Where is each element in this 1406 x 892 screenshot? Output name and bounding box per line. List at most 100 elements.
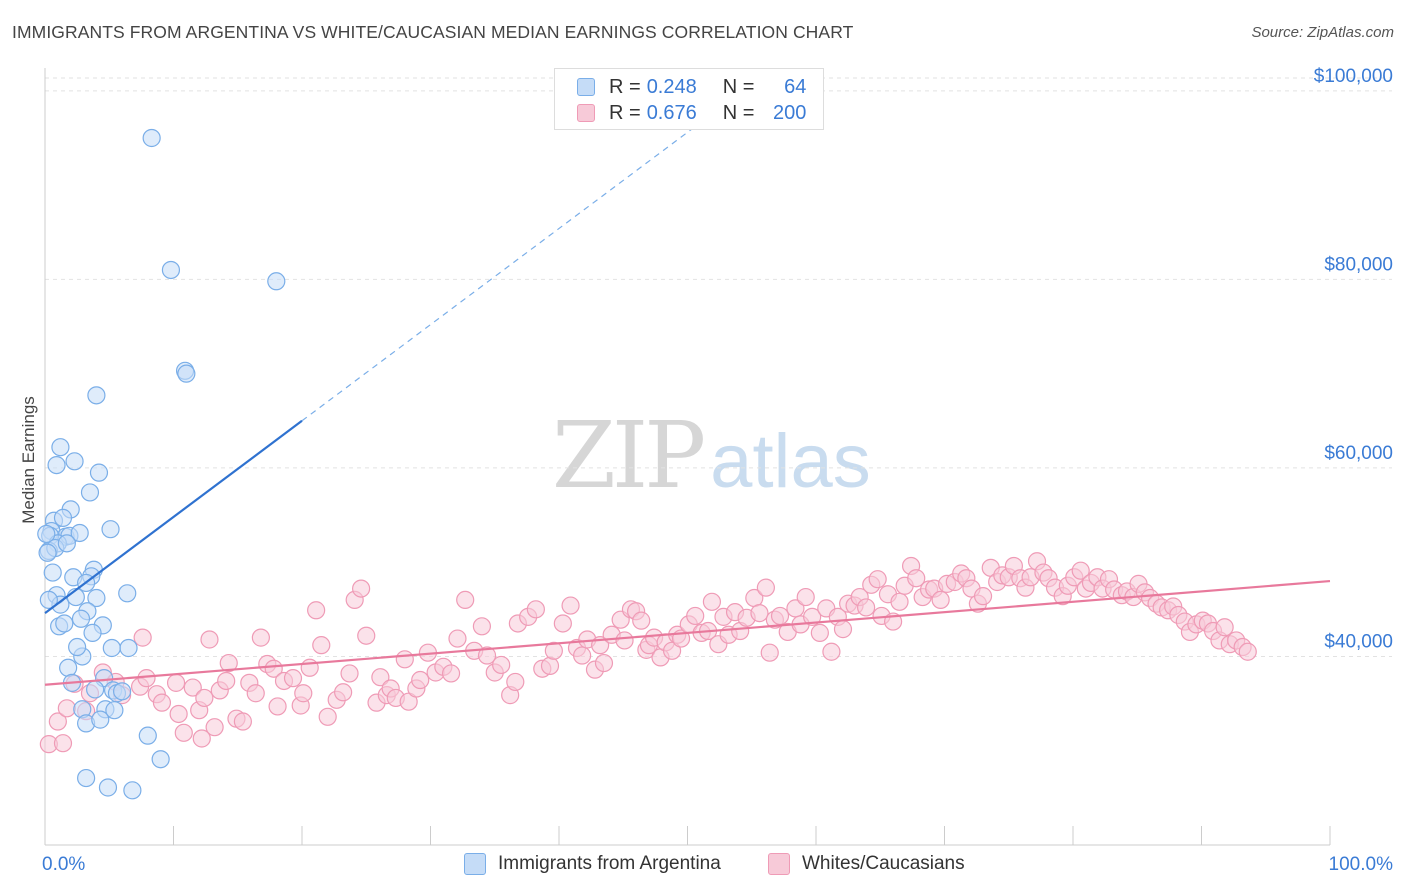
white-point <box>456 590 475 610</box>
zipatlas-watermark: ZIP atlas <box>552 402 871 509</box>
white-point <box>195 688 214 708</box>
white-point <box>492 655 511 675</box>
white-point <box>833 620 853 639</box>
white-point <box>251 628 270 647</box>
white-point <box>632 611 651 630</box>
argentina-point <box>59 658 78 677</box>
argentina-point <box>71 609 91 628</box>
white-point <box>307 601 326 620</box>
argentina-point <box>57 534 76 553</box>
white-point <box>233 712 252 731</box>
correlation-legend: R = 0.248 N = 64 R = 0.676 N = 200 <box>554 68 824 130</box>
argentina-point <box>37 524 56 544</box>
y-tick-label: $60,000 <box>1324 443 1393 464</box>
axis-layer <box>44 68 1331 846</box>
white-point <box>662 641 682 660</box>
legend-n-value: 64 <box>784 75 807 98</box>
white-point <box>312 636 331 655</box>
argentina-point <box>87 386 106 405</box>
white-point <box>544 641 563 660</box>
white-point <box>822 642 841 661</box>
argentina-point <box>38 543 57 562</box>
watermark-atlas: atlas <box>710 419 871 504</box>
white-point <box>686 606 705 626</box>
white-point <box>803 607 822 626</box>
white-point <box>448 629 467 648</box>
white-point <box>907 569 926 588</box>
legend-r-label: R = <box>609 75 641 98</box>
argentina-trend-line <box>44 419 303 614</box>
white-point <box>868 570 887 589</box>
argentina-point <box>161 260 181 280</box>
white-point <box>890 592 909 611</box>
argentina-point <box>119 638 138 658</box>
white-point <box>334 683 353 702</box>
y-tick-label: $100,000 <box>1314 66 1393 87</box>
white-point <box>395 650 414 669</box>
legend-n-label: N = <box>722 75 755 98</box>
white-point <box>561 596 580 615</box>
white-point <box>357 626 376 645</box>
argentina-point <box>98 778 118 797</box>
y-tick-label: $40,000 <box>1324 631 1393 652</box>
argentina-point <box>51 438 70 457</box>
argentina-point <box>43 563 62 582</box>
white-point <box>183 678 202 697</box>
argentina-point <box>53 508 73 527</box>
white-point <box>200 630 219 649</box>
argentina-point <box>112 682 132 701</box>
white-point <box>174 723 193 742</box>
white-point <box>540 656 560 675</box>
white-point <box>53 734 73 753</box>
bottom-legend-swatch-argentina <box>464 853 486 875</box>
white-point <box>796 587 815 607</box>
argentina-point <box>91 710 110 729</box>
grid-layer <box>45 77 1392 657</box>
legend-swatch-argentina <box>577 78 595 96</box>
x-tick-label: 0.0% <box>42 854 85 875</box>
white-point <box>205 718 224 737</box>
argentina-point <box>102 638 121 658</box>
bottom-legend-label-white: Whites/Caucasians <box>802 853 965 874</box>
argentina-point <box>89 463 109 482</box>
legend-r-value: 0.676 <box>646 101 697 124</box>
argentina-point <box>138 726 157 745</box>
white-point <box>169 704 188 724</box>
argentina-trend-extension <box>301 112 714 422</box>
white-point <box>133 628 152 647</box>
argentina-point <box>267 272 286 291</box>
white-point <box>750 603 769 623</box>
argentina-point <box>39 590 58 610</box>
white-trend-line <box>44 579 1331 686</box>
white-point <box>477 646 497 665</box>
argentina-point <box>142 128 161 148</box>
bottom-legend-white: Whites/Caucasians <box>768 852 965 876</box>
legend-row-argentina: R = 0.248 N = 64 <box>577 75 806 99</box>
white-point <box>1238 642 1257 661</box>
source-credit: Source: ZipAtlas.com <box>1251 24 1394 41</box>
legend-r-label: R = <box>609 101 641 124</box>
argentina-point <box>177 364 196 383</box>
trend-layer <box>44 112 1331 686</box>
white-point <box>246 684 265 703</box>
white-point <box>219 653 238 673</box>
white-point <box>702 592 722 611</box>
white-point <box>472 617 491 636</box>
argentina-point <box>80 483 100 502</box>
y-axis-title: Median Earnings <box>19 396 38 524</box>
white-point <box>57 699 76 718</box>
x-tick-label: 100.0% <box>1329 854 1394 875</box>
white-point <box>283 669 303 688</box>
white-point <box>294 684 313 703</box>
white-point <box>857 598 876 617</box>
white-point <box>217 671 236 691</box>
points-layer <box>37 128 1257 800</box>
legend-row-white: R = 0.676 N = 200 <box>577 101 806 125</box>
chart-title: IMMIGRANTS FROM ARGENTINA VS WHITE/CAUCA… <box>12 22 854 42</box>
white-point <box>1071 561 1090 580</box>
white-point <box>340 664 359 683</box>
white-point <box>573 646 592 665</box>
white-point <box>756 578 775 597</box>
legend-r-value: 0.248 <box>646 75 697 98</box>
